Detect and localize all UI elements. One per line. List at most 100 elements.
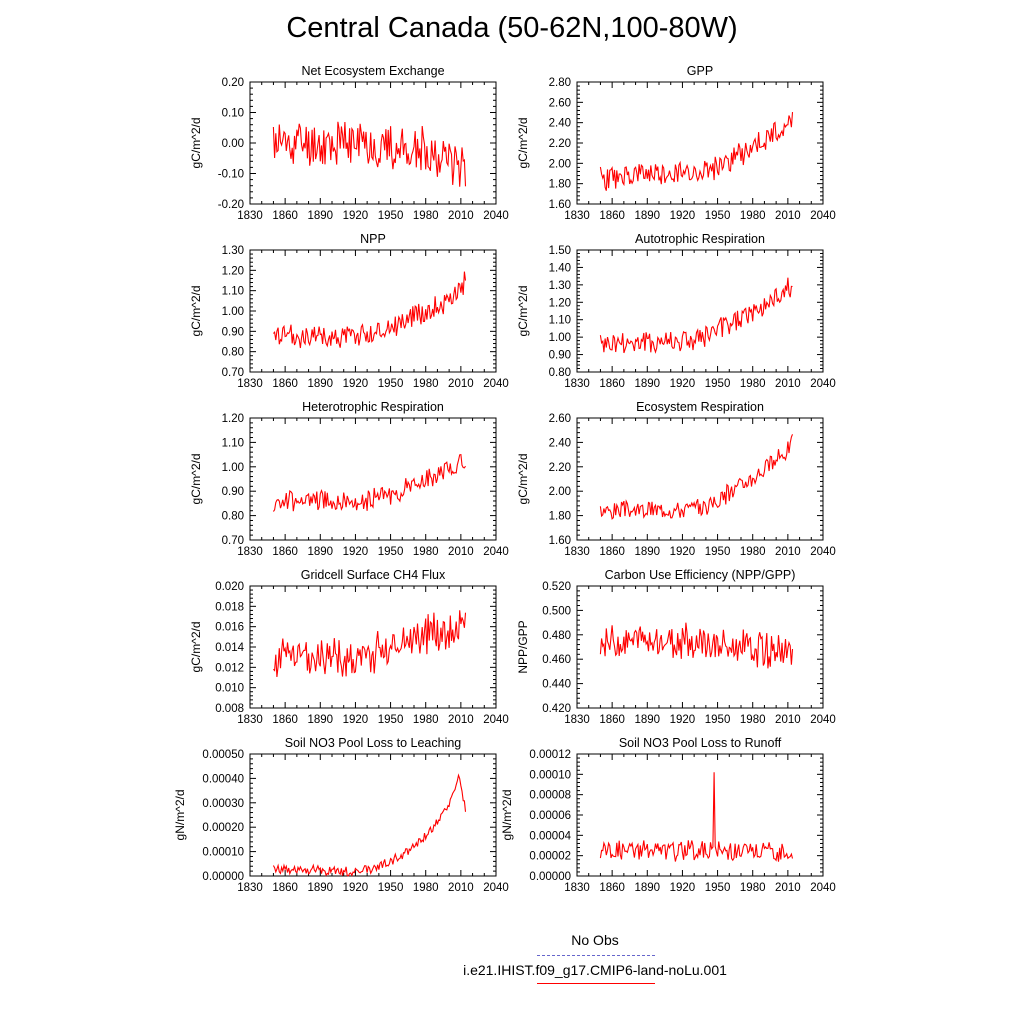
x-tick-label: 1830 xyxy=(564,714,590,726)
x-tick-label: 2010 xyxy=(775,546,801,558)
x-tick-label: 1830 xyxy=(237,714,263,726)
panel-title: Soil NO3 Pool Loss to Runoff xyxy=(619,736,782,750)
x-tick-label: 1830 xyxy=(237,882,263,894)
x-tick-label: 1950 xyxy=(705,378,731,390)
y-tick-label: 1.20 xyxy=(222,413,244,425)
x-tick-label: 1920 xyxy=(670,210,696,222)
panel-title: Gridcell Surface CH4 Flux xyxy=(301,568,446,582)
x-tick-label: 1830 xyxy=(237,378,263,390)
plot-frame xyxy=(576,585,824,709)
y-tick-label: 0.10 xyxy=(222,108,244,120)
x-tick-label: 1860 xyxy=(272,882,298,894)
panel-1: GPP 1830 1860 1890 1920 1950 1980 2010 2040 1.60 1… xyxy=(516,64,836,222)
x-tick-label: 2040 xyxy=(810,546,836,558)
y-tick-label: 1.50 xyxy=(549,245,571,257)
y-tick-label: 1.30 xyxy=(549,280,571,292)
y-tick-label: 0.420 xyxy=(542,703,571,715)
legend-obs-label: No Obs xyxy=(571,932,619,948)
y-tick-label: 0.80 xyxy=(222,511,244,523)
y-tick-label: 0.00002 xyxy=(529,851,571,863)
y-tick-label: 0.00008 xyxy=(529,790,571,802)
series-line xyxy=(272,773,467,877)
y-axis-label: gN/m^2/d xyxy=(173,790,187,841)
plot-frame xyxy=(249,753,497,877)
y-tick-label: 2.40 xyxy=(549,437,571,449)
y-axis-label: gC/m^2/d xyxy=(516,454,530,505)
x-tick-label: 1830 xyxy=(564,378,590,390)
x-tick-label: 2010 xyxy=(448,714,474,726)
y-tick-label: 0.00000 xyxy=(202,871,244,883)
y-tick-label: 1.80 xyxy=(549,179,571,191)
x-tick-label: 2040 xyxy=(810,714,836,726)
x-tick-label: 2040 xyxy=(810,882,836,894)
x-tick-label: 2010 xyxy=(775,210,801,222)
y-axis-label: gN/m^2/d xyxy=(500,790,514,841)
y-tick-label: 1.60 xyxy=(549,199,571,211)
y-tick-label: 0.520 xyxy=(542,581,571,593)
series-line xyxy=(599,277,793,354)
x-tick-label: 1860 xyxy=(272,546,298,558)
y-tick-label: 1.20 xyxy=(222,265,244,277)
y-tick-label: 1.00 xyxy=(549,332,571,344)
x-tick-label: 2040 xyxy=(483,210,509,222)
y-tick-label: 0.00020 xyxy=(202,822,244,834)
x-tick-label: 1860 xyxy=(272,378,298,390)
x-tick-label: 1860 xyxy=(599,714,625,726)
x-tick-label: 2040 xyxy=(483,882,509,894)
y-tick-label: 0.90 xyxy=(222,326,244,338)
plot-frame xyxy=(249,249,497,373)
y-tick-label: 1.30 xyxy=(222,245,244,257)
y-tick-label: 2.60 xyxy=(549,97,571,109)
y-axis-label: NPP/GPP xyxy=(516,620,530,673)
x-tick-label: 1920 xyxy=(670,546,696,558)
plot-frame xyxy=(576,417,824,541)
y-tick-label: 0.00040 xyxy=(202,773,244,785)
y-tick-label: 0.00 xyxy=(222,138,244,150)
x-tick-label: 2040 xyxy=(483,546,509,558)
panel-title: Ecosystem Respiration xyxy=(636,400,764,414)
y-axis-label: gC/m^2/d xyxy=(189,454,203,505)
x-tick-label: 1890 xyxy=(634,546,660,558)
series-line xyxy=(599,112,794,191)
y-tick-label: 0.00050 xyxy=(202,749,244,761)
panel-title: NPP xyxy=(360,232,386,246)
y-tick-label: 0.012 xyxy=(215,662,244,674)
x-tick-label: 1950 xyxy=(705,714,731,726)
x-tick-label: 1860 xyxy=(599,210,625,222)
y-axis-label: gC/m^2/d xyxy=(189,118,203,169)
x-tick-label: 1920 xyxy=(670,714,696,726)
y-tick-label: 0.440 xyxy=(542,679,571,691)
x-tick-label: 1860 xyxy=(599,882,625,894)
x-tick-label: 1980 xyxy=(740,378,766,390)
y-tick-label: 0.20 xyxy=(222,77,244,89)
x-tick-label: 2010 xyxy=(448,882,474,894)
x-tick-label: 1980 xyxy=(740,882,766,894)
x-tick-label: 1830 xyxy=(564,546,590,558)
y-tick-label: 1.80 xyxy=(549,511,571,523)
panel-title: Carbon Use Efficiency (NPP/GPP) xyxy=(605,568,796,582)
y-tick-label: 0.016 xyxy=(215,622,244,634)
y-tick-label: 0.00010 xyxy=(529,769,571,781)
x-tick-label: 1890 xyxy=(634,378,660,390)
plot-frame xyxy=(249,417,497,541)
y-tick-label: 2.20 xyxy=(549,462,571,474)
x-tick-label: 1890 xyxy=(634,714,660,726)
x-tick-label: 1830 xyxy=(237,546,263,558)
y-tick-label: 0.018 xyxy=(215,601,244,613)
y-tick-label: 2.80 xyxy=(549,77,571,89)
y-tick-label: 0.00012 xyxy=(529,749,571,761)
y-tick-label: 2.20 xyxy=(549,138,571,150)
x-tick-label: 2010 xyxy=(775,882,801,894)
y-tick-label: 0.00006 xyxy=(529,810,571,822)
x-tick-label: 1980 xyxy=(413,882,439,894)
x-tick-label: 2040 xyxy=(483,714,509,726)
figure-title: Central Canada (50-62N,100-80W) xyxy=(286,12,738,44)
x-tick-label: 1920 xyxy=(343,882,369,894)
y-tick-label: 0.00004 xyxy=(529,830,571,842)
x-tick-label: 1950 xyxy=(705,882,731,894)
panel-title: Autotrophic Respiration xyxy=(635,232,765,246)
x-tick-label: 1890 xyxy=(307,882,333,894)
y-tick-label: 0.90 xyxy=(549,350,571,362)
y-tick-label: 0.90 xyxy=(222,486,244,498)
y-tick-label: 1.10 xyxy=(549,315,571,327)
